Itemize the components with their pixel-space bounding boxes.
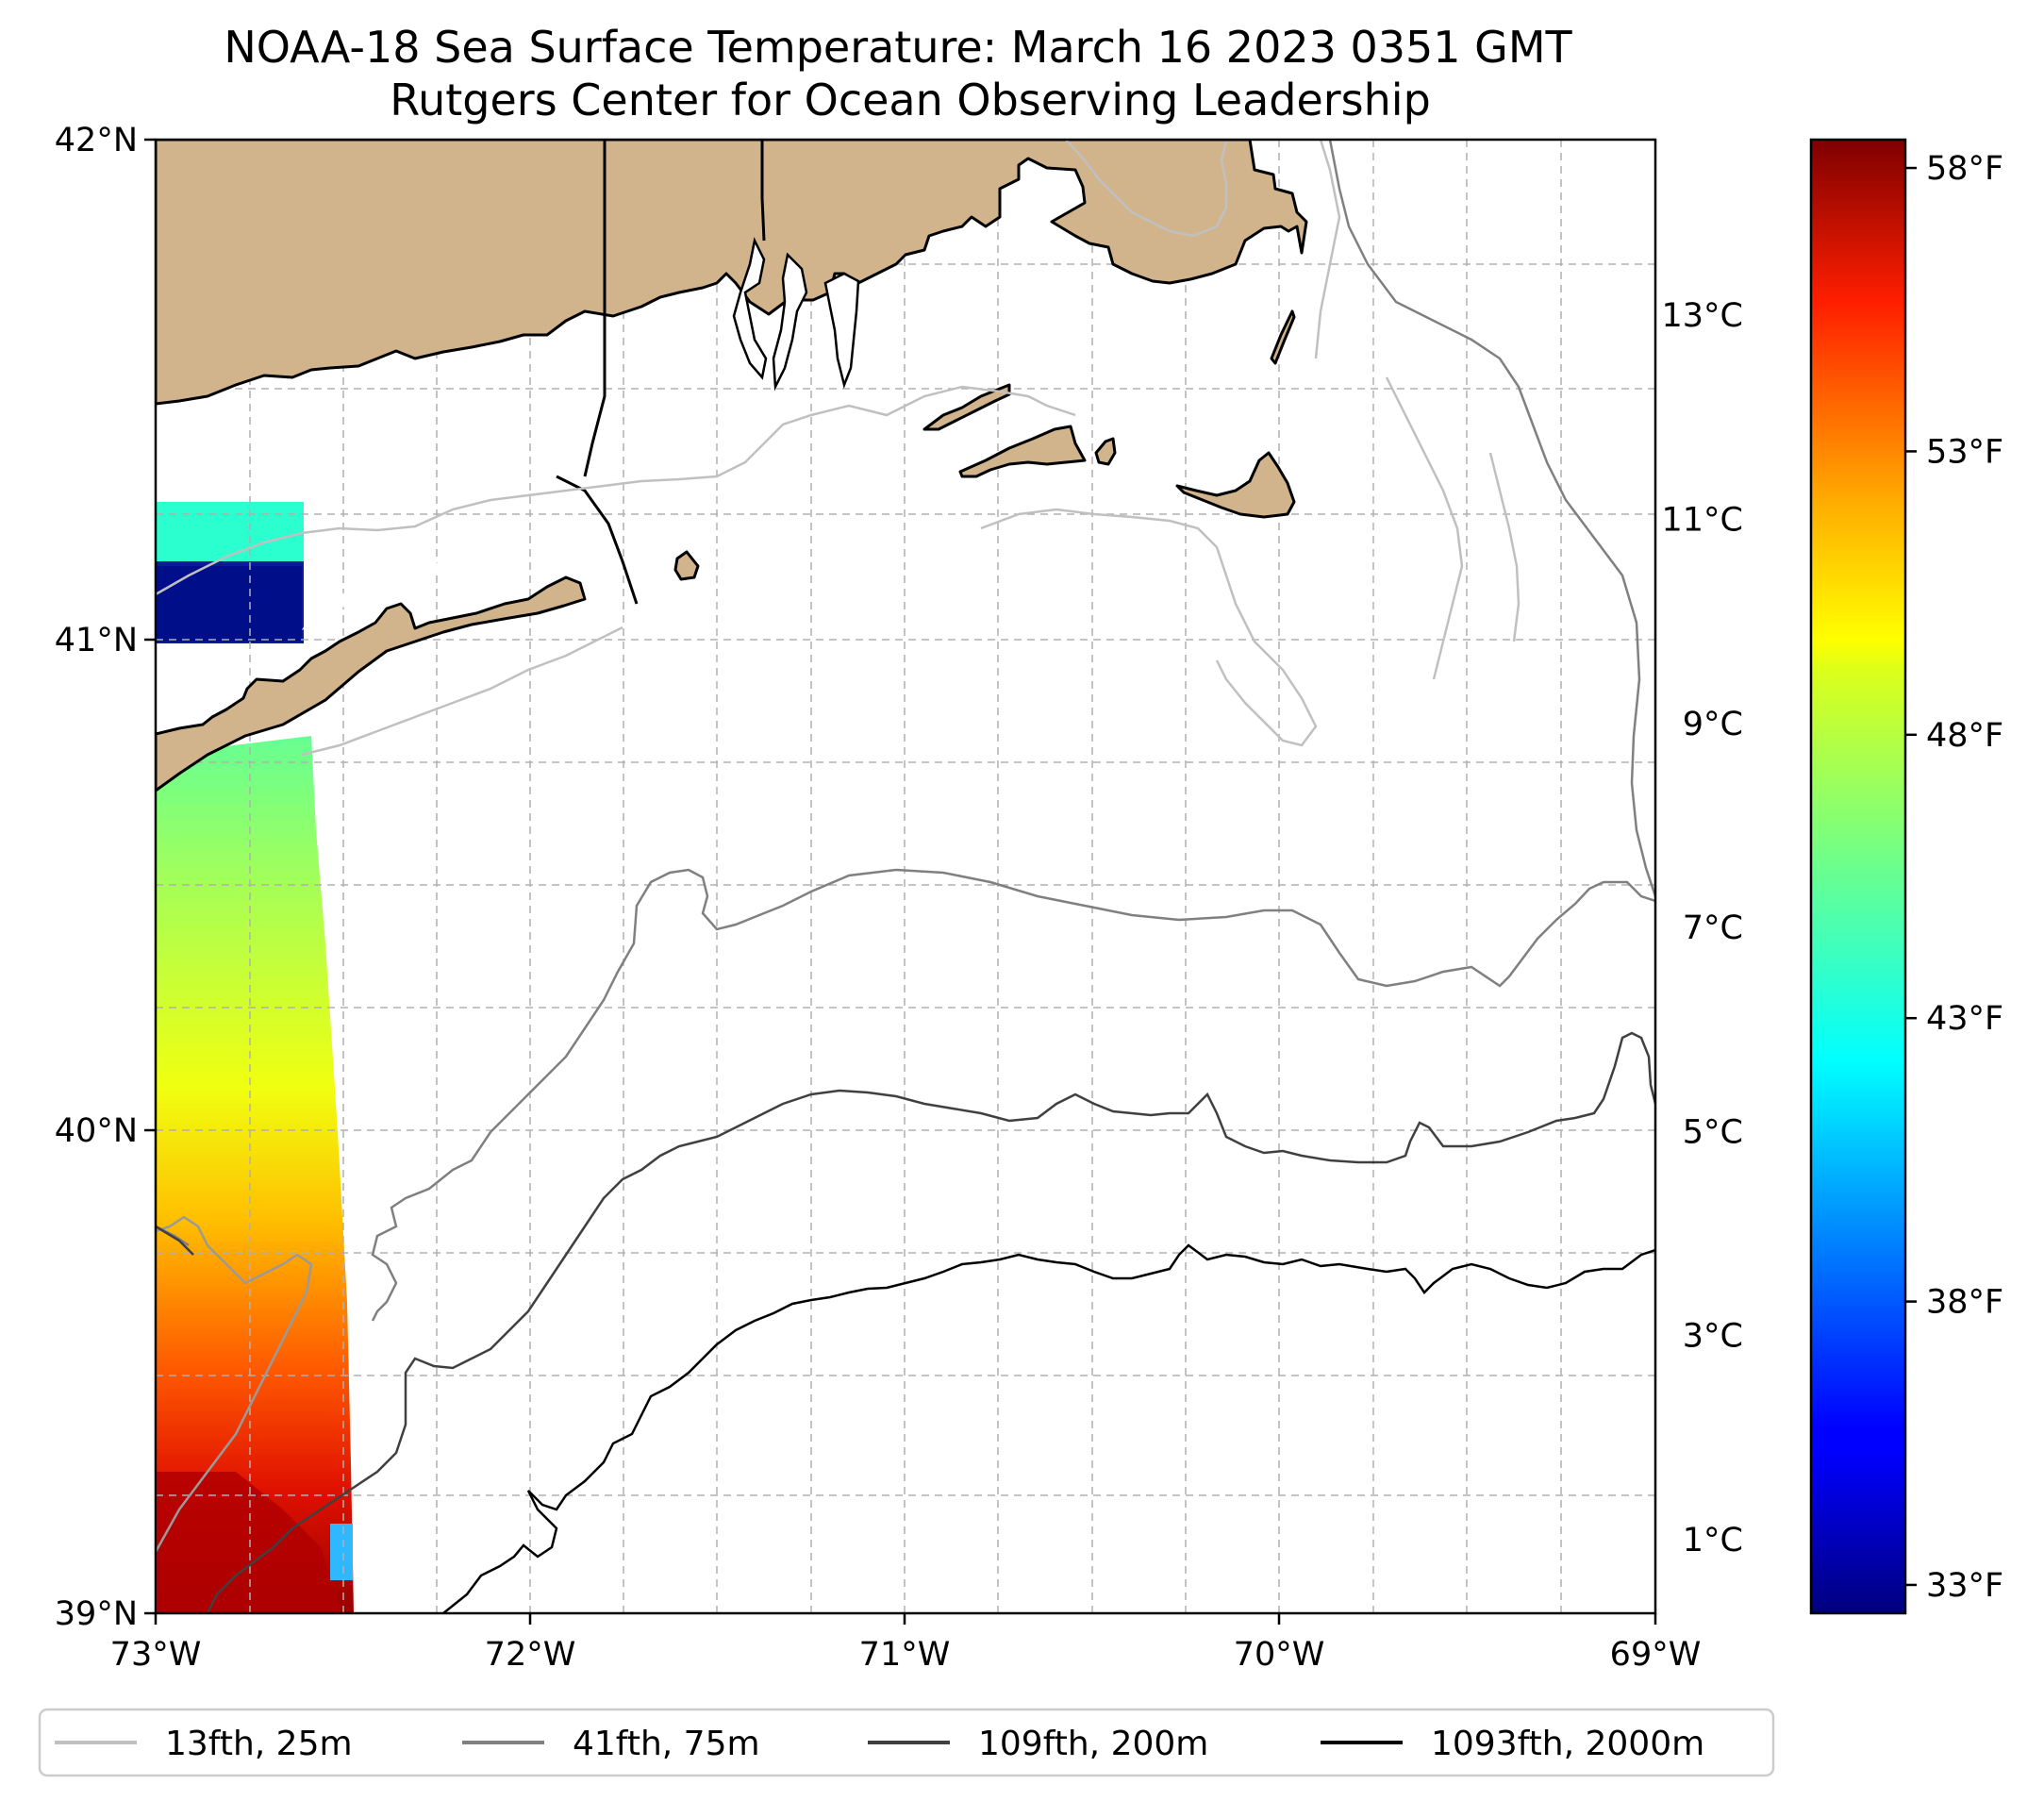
colorbar-fahrenheit-label: 58°F <box>1926 150 2003 188</box>
chart-subtitle: Rutgers Center for Ocean Observing Leade… <box>390 75 1431 125</box>
colorbar-fahrenheit-label: 53°F <box>1926 433 2003 471</box>
marthas-vineyard <box>958 425 1087 478</box>
muskeget <box>1094 437 1117 466</box>
legend-label-25m: 13fth, 25m <box>165 1725 353 1763</box>
colorbar-celsius-label: 3°C <box>1683 1318 1743 1356</box>
colorbar-celsius-label: 9°C <box>1683 706 1743 743</box>
lat-label: 40°N <box>55 1112 138 1150</box>
colorbar-celsius-label: 1°C <box>1683 1522 1743 1559</box>
lat-label: 41°N <box>55 622 138 659</box>
map-area <box>156 140 1655 1613</box>
colorbar-celsius-label: 11°C <box>1662 502 1743 540</box>
colorbar <box>1809 138 1907 1615</box>
long-island <box>156 575 587 792</box>
lat-label: 42°N <box>55 122 138 159</box>
new-jersey <box>156 1215 313 1613</box>
monomoy <box>1270 309 1296 365</box>
legend-label-200m: 109fth, 200m <box>978 1725 1208 1763</box>
colorbar-fahrenheit-label: 38°F <box>1926 1284 2003 1322</box>
lon-label: 72°W <box>485 1636 576 1674</box>
nantucket <box>1175 451 1296 519</box>
lat-label: 39°N <box>55 1595 138 1633</box>
legend-label-2000m: 1093fth, 2000m <box>1431 1725 1704 1763</box>
colorbar-celsius-label: 7°C <box>1683 909 1743 947</box>
chart-title: NOAA-18 Sea Surface Temperature: March 1… <box>224 22 1572 73</box>
new-england-mainland <box>156 140 1308 406</box>
lon-label: 73°W <box>110 1636 202 1674</box>
block-island <box>673 550 700 581</box>
sst-swath <box>156 502 354 1613</box>
lon-labels: 73°W 72°W 71°W 70°W 69°W <box>110 1636 1702 1674</box>
axis-ticks <box>144 138 1657 1625</box>
land <box>156 140 1308 1613</box>
colorbar-celsius-label: 5°C <box>1683 1113 1743 1151</box>
colorbar-fahrenheit-label: 33°F <box>1926 1567 2003 1605</box>
isobath-25m <box>156 140 1521 757</box>
lon-label: 71°W <box>859 1636 951 1674</box>
elizabeth-islands <box>922 383 1011 431</box>
long-island-north-fork <box>302 561 443 630</box>
isobath-200m <box>156 1031 1655 1613</box>
state-boundaries <box>556 140 766 605</box>
colorbar-fahrenheit-label: 48°F <box>1926 717 2003 755</box>
colorbar-fahrenheit-label: 43°F <box>1926 1000 2003 1038</box>
lat-labels: 42°N 41°N 40°N 39°N <box>55 122 138 1633</box>
bay-water <box>732 237 860 392</box>
colorbar-celsius-label: 13°C <box>1662 297 1743 335</box>
isobath-2000m <box>442 1243 1655 1613</box>
legend-label-75m: 41fth, 75m <box>573 1725 760 1763</box>
lon-label: 69°W <box>1610 1636 1702 1674</box>
legend: 13fth, 25m 41fth, 75m 109fth, 200m 1093f… <box>38 1708 1775 1777</box>
colorbar-fahrenheit-axis: 58°F 53°F 48°F 43°F 38°F 33°F <box>1905 150 2003 1605</box>
colorbar-celsius-axis: 13°C 11°C 9°C 7°C 5°C 3°C 1°C <box>1662 297 1743 1559</box>
lon-label: 70°W <box>1234 1636 1325 1674</box>
